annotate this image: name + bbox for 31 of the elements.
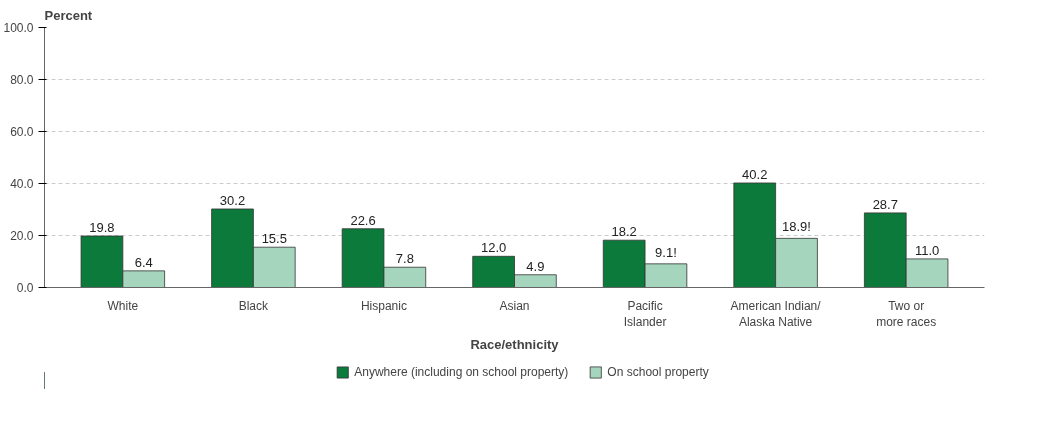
y-axis-title: Percent bbox=[44, 7, 93, 23]
data-label: 11.0 bbox=[914, 242, 940, 258]
y-tick-label: 20.0 bbox=[10, 229, 34, 243]
legend-label: Anywhere (including on school property) bbox=[354, 365, 569, 379]
data-label: 12.0 bbox=[480, 240, 507, 256]
data-label: 30.2 bbox=[219, 192, 246, 208]
x-tick-label: Hispanic bbox=[360, 298, 407, 313]
data-label: 18.9! bbox=[782, 219, 811, 235]
y-tick-label: 100.0 bbox=[3, 21, 34, 35]
x-tick-label: White bbox=[107, 298, 139, 313]
data-label: 4.9 bbox=[526, 258, 545, 274]
x-axis-title: Race/ethnicity bbox=[470, 337, 560, 353]
data-label: 19.8 bbox=[89, 220, 115, 236]
x-tick-label: Asian bbox=[499, 298, 530, 313]
x-tick-label: Pacific Islander bbox=[623, 298, 667, 330]
y-tick-label: 80.0 bbox=[10, 73, 34, 87]
data-label: 15.5 bbox=[261, 231, 287, 247]
x-tick-label: Black bbox=[238, 298, 270, 313]
y-tick-label: 40.0 bbox=[10, 177, 34, 191]
data-label: 18.2 bbox=[611, 224, 637, 240]
y-tick-label: 0.0 bbox=[16, 281, 34, 295]
data-label: 40.2 bbox=[742, 166, 768, 182]
y-tick-label: 60.0 bbox=[10, 125, 34, 139]
data-label: 6.4 bbox=[134, 254, 153, 270]
legend-label: On school property bbox=[607, 365, 709, 379]
x-tick-label: American Indian/ Alaska Native bbox=[730, 298, 822, 330]
data-label: 28.7 bbox=[872, 196, 898, 212]
data-label: 9.1! bbox=[655, 244, 677, 260]
data-label: 22.6 bbox=[350, 212, 376, 228]
x-tick-label: Two or more races bbox=[876, 298, 937, 330]
data-label: 7.8 bbox=[395, 251, 414, 267]
